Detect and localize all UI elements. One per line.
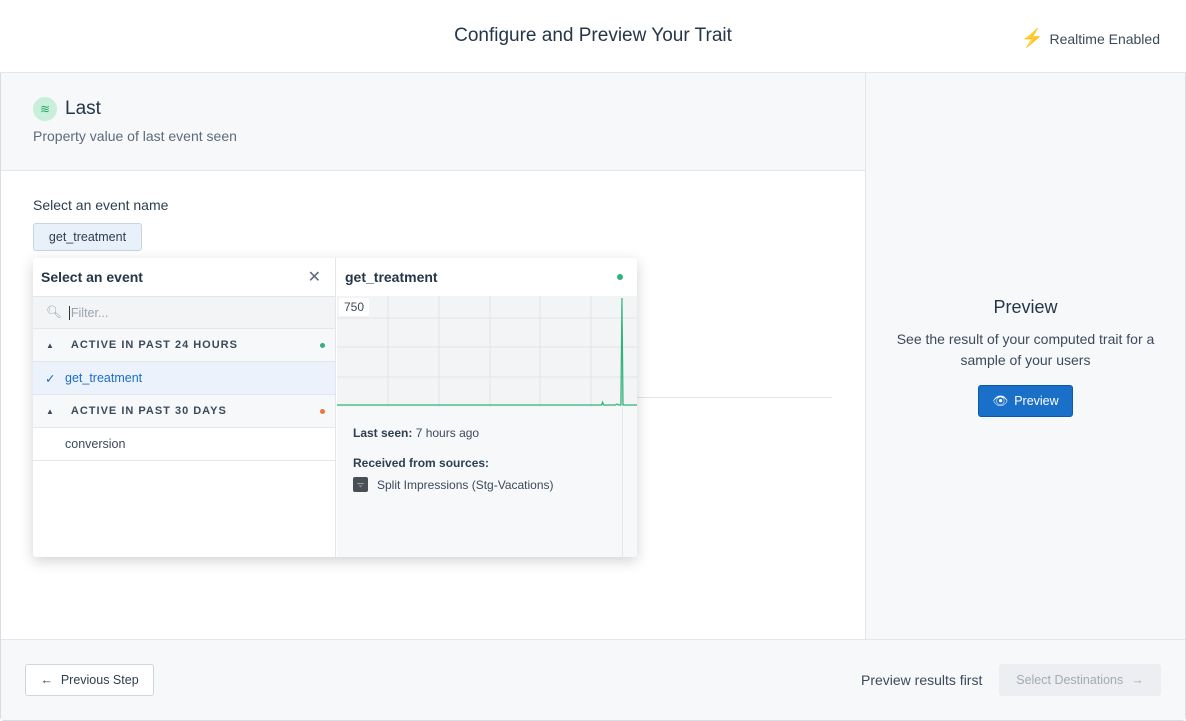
group-label: ACTIVE IN PAST 24 HOURS bbox=[70, 339, 238, 351]
eye-icon: 👁 bbox=[992, 393, 1009, 408]
event-item-conversion[interactable]: conversion bbox=[33, 428, 335, 461]
last-seen-value: 7 hours ago bbox=[415, 426, 480, 440]
header: Configure and Preview Your Trait ⚡ Realti… bbox=[0, 0, 1186, 73]
popover-title: Select an event bbox=[41, 269, 143, 285]
divider bbox=[622, 407, 623, 557]
event-item-label: get_treatment bbox=[65, 371, 143, 385]
event-volume-chart: 750 bbox=[337, 296, 637, 407]
group-header-24h[interactable]: ▲ ACTIVE IN PAST 24 HOURS bbox=[33, 329, 335, 362]
preview-panel: Preview See the result of your computed … bbox=[865, 73, 1185, 639]
chart-max-label: 750 bbox=[339, 298, 370, 316]
realtime-label: Realtime Enabled bbox=[1049, 30, 1160, 47]
status-dot bbox=[320, 408, 325, 414]
source-name: Split Impressions (Stg-Vacations) bbox=[377, 477, 554, 492]
close-icon[interactable]: ✕ bbox=[307, 269, 321, 286]
detail-title: get_treatment bbox=[345, 269, 438, 285]
filter-placeholder: Filter... bbox=[68, 305, 109, 320]
sparkline-area bbox=[337, 298, 637, 405]
divider bbox=[637, 397, 832, 398]
select-destinations-button[interactable]: Select Destinations → bbox=[999, 664, 1161, 696]
event-select-button[interactable]: get_treatment bbox=[33, 223, 142, 251]
preview-title: Preview bbox=[993, 297, 1058, 317]
trait-summary bbox=[1, 73, 865, 171]
last-seen-label: Last seen: bbox=[353, 426, 413, 440]
preview-button-label: Preview bbox=[1014, 394, 1059, 408]
preview-button[interactable]: 👁 Preview bbox=[978, 385, 1073, 417]
lightning-icon: ⚡ bbox=[1021, 28, 1044, 48]
arrow-left-icon: ← bbox=[40, 673, 53, 687]
previous-step-label: Previous Step bbox=[60, 673, 139, 687]
filter-input[interactable]: 🔍︎ Filter... bbox=[33, 296, 335, 329]
group-label: ACTIVE IN PAST 30 DAYS bbox=[70, 405, 227, 417]
sparkline-svg bbox=[337, 296, 637, 407]
trait-description: Property value of last event seen bbox=[33, 128, 237, 144]
arrow-right-icon: → bbox=[1131, 673, 1144, 687]
sparkline-line bbox=[337, 297, 637, 406]
event-picker-popover: Select an event ✕ 🔍︎ Filter... ▲ ACTIVE IN … bbox=[33, 258, 637, 557]
preview-description: See the result of your computed trait fo… bbox=[896, 331, 1155, 368]
group-header-30d[interactable]: ▲ ACTIVE IN PAST 30 DAYS bbox=[33, 395, 335, 428]
status-dot bbox=[320, 342, 325, 348]
event-info: Last seen: 7 hours ago Received from sou… bbox=[353, 426, 554, 492]
check-icon: ✓ bbox=[45, 371, 56, 386]
trait-title: Last bbox=[65, 98, 101, 119]
collapse-triangle-icon: ▲ bbox=[46, 340, 55, 350]
source-item: ᯤ Split Impressions (Stg-Vacations) bbox=[353, 477, 554, 492]
realtime-status: ⚡ Realtime Enabled bbox=[1021, 28, 1160, 49]
event-list-panel: Select an event ✕ 🔍︎ Filter... ▲ ACTIVE IN … bbox=[33, 258, 336, 557]
page-title: Configure and Preview Your Trait bbox=[454, 25, 732, 46]
event-item-get-treatment[interactable]: ✓ get_treatment bbox=[33, 362, 335, 395]
select-destinations-label: Select Destinations bbox=[1016, 673, 1124, 687]
previous-step-button[interactable]: ← Previous Step bbox=[25, 664, 154, 696]
event-select-label: Select an event name bbox=[33, 197, 169, 213]
search-icon: 🔍︎ bbox=[46, 305, 62, 319]
source-icon: ᯤ bbox=[353, 477, 368, 492]
event-item-label: conversion bbox=[65, 437, 126, 451]
status-dot bbox=[617, 274, 623, 280]
event-detail-panel: get_treatment 750 Last seen: 7 hours ago… bbox=[337, 258, 637, 557]
footer bbox=[1, 639, 1185, 720]
sources-label: Received from sources: bbox=[353, 456, 490, 470]
collapse-triangle-icon: ▲ bbox=[46, 406, 55, 416]
footer-hint: Preview results first bbox=[861, 672, 983, 688]
layers-icon: ≋ bbox=[33, 97, 57, 121]
